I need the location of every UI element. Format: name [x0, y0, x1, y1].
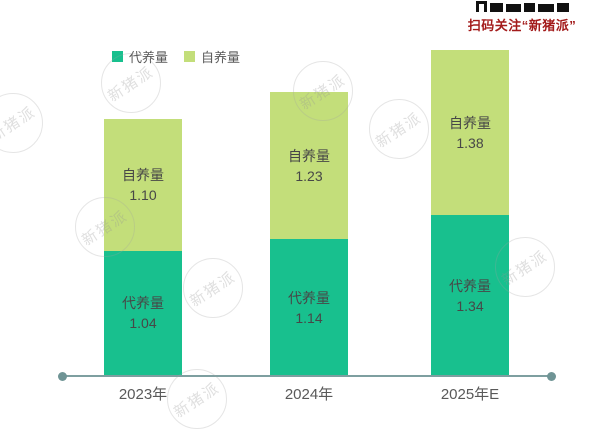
brand-block: 扫码关注“新猪派”: [462, 0, 582, 34]
legend-label: 代养量: [129, 50, 169, 65]
x-axis-line: [61, 375, 552, 377]
axis-endpoint-dot-right: [547, 372, 556, 381]
stacked-bar-2024年: 自养量 1.23 代养量 1.14: [270, 92, 348, 376]
bar-segment-自养量: 自养量 1.23: [270, 92, 348, 240]
segment-value-label: 1.10: [129, 187, 157, 203]
bar-segment-代养量: 代养量 1.34: [431, 215, 509, 376]
x-axis-label-2025年E: 2025年E: [440, 386, 500, 403]
bar-segment-自养量: 自养量 1.10: [104, 119, 182, 251]
bar-segment-代养量: 代养量 1.14: [270, 239, 348, 376]
chart-canvas: 新猪派 新猪派 新猪派 新猪派 新猪派 新猪派 新猪派 新猪派 代养量 自养量 扫码关注“新猪派…: [0, 0, 582, 429]
segment-value-label: 1.14: [295, 309, 323, 326]
legend-swatch-icon: [112, 51, 123, 62]
qr-caption: 扫码关注“新猪派”: [467, 18, 577, 33]
x-axis-label-2023年: 2023年: [118, 386, 168, 403]
segment-name-label: 自养量: [288, 147, 330, 164]
segment-value-label: 1.38: [456, 134, 484, 151]
legend-item-0: 代养量: [112, 47, 168, 66]
stacked-bar-2025年E: 自养量 1.38 代养量 1.34: [431, 50, 509, 376]
segment-name-label: 自养量: [122, 167, 164, 183]
logo-glyph-fragment: [505, 4, 521, 12]
bar-plot-area: 自养量 1.10 代养量 1.04 2023年 自养量 1.23 代养量 1.14 2024年 自养…: [104, 50, 509, 403]
logo-glyph-fragment: [489, 3, 503, 12]
segment-name-label: 代养量: [449, 277, 491, 294]
legend-label: 自养量: [201, 50, 241, 65]
logo-glyph-fragment: [556, 3, 569, 12]
segment-name-label: 自养量: [449, 114, 491, 131]
qrcode-logo-cropped-icon: [462, 0, 582, 12]
bar-segment-代养量: 代养量 1.04: [104, 251, 182, 376]
legend-swatch-icon: [184, 51, 196, 62]
segment-name-label: 代养量: [122, 295, 164, 312]
bar-segment-自养量: 自养量 1.38: [431, 50, 509, 216]
chart-legend: 代养量 自养量: [112, 47, 240, 66]
segment-value-label: 1.04: [129, 315, 157, 332]
legend-item-1: 自养量: [184, 47, 240, 66]
segment-name-label: 代养量: [288, 289, 330, 306]
axis-endpoint-dot-left: [58, 372, 67, 381]
x-axis-label-2024年: 2024年: [284, 386, 334, 403]
logo-glyph-fragment: [523, 3, 535, 12]
logo-glyph-fragment: [537, 4, 554, 12]
segment-value-label: 1.23: [295, 167, 323, 184]
segment-value-label: 1.34: [456, 297, 484, 314]
qr-finder-square: [475, 1, 487, 12]
stacked-bar-2023年: 自养量 1.10 代养量 1.04: [104, 119, 182, 376]
